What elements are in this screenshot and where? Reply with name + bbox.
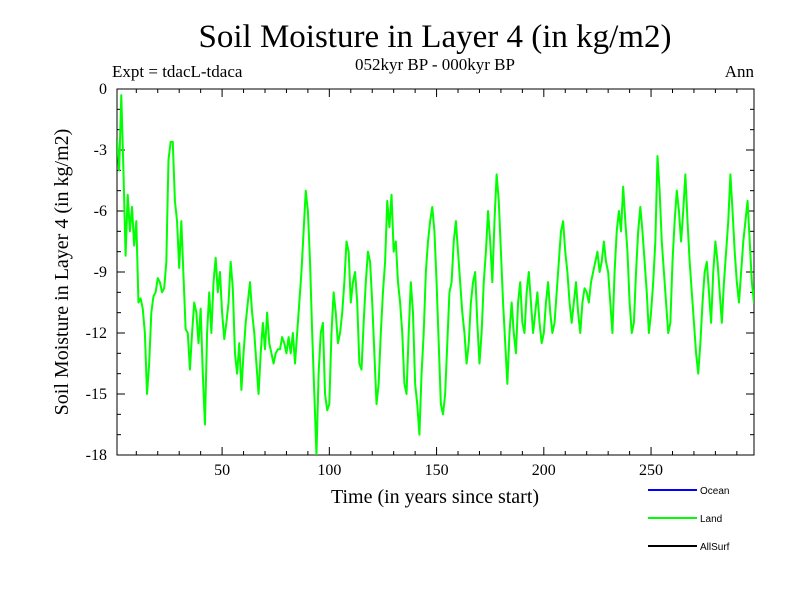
y-axis-label: Soil Moisture in Layer 4 (in kg/m2) xyxy=(51,129,73,416)
series-line-land xyxy=(117,94,754,455)
legend-label-ocean: Ocean xyxy=(700,486,729,497)
chart-title: Soil Moisture in Layer 4 (in kg/m2) xyxy=(199,19,672,55)
legend-label-allsurf: AllSurf xyxy=(700,542,730,553)
x-tick-label: 50 xyxy=(214,462,230,479)
legend-label-land: Land xyxy=(700,514,722,525)
axis-ticks xyxy=(117,88,754,456)
axis-tick-labels: 50 100 150 200 250 0 -3 -6 -9 -12 -15 -18 xyxy=(86,81,663,479)
x-axis-label: Time (in years since start) xyxy=(331,486,539,508)
season-label: Ann xyxy=(725,62,755,81)
y-tick-label: -12 xyxy=(86,325,107,342)
series-group xyxy=(117,94,754,455)
y-tick-label: -3 xyxy=(94,142,107,159)
y-tick-label: -6 xyxy=(94,203,107,220)
chart-subtitle: 052kyr BP - 000kyr BP xyxy=(355,55,515,74)
y-tick-label: 0 xyxy=(99,81,107,98)
x-tick-label: 200 xyxy=(532,462,556,479)
x-tick-label: 250 xyxy=(639,462,663,479)
experiment-label: Expt = tdacL-tdaca xyxy=(112,62,243,81)
y-tick-label: -15 xyxy=(86,386,107,403)
legend: Ocean Land AllSurf xyxy=(648,486,730,553)
y-tick-label: -9 xyxy=(94,264,107,281)
x-tick-label: 150 xyxy=(425,462,449,479)
y-tick-label: -18 xyxy=(86,447,107,464)
x-tick-label: 100 xyxy=(317,462,341,479)
